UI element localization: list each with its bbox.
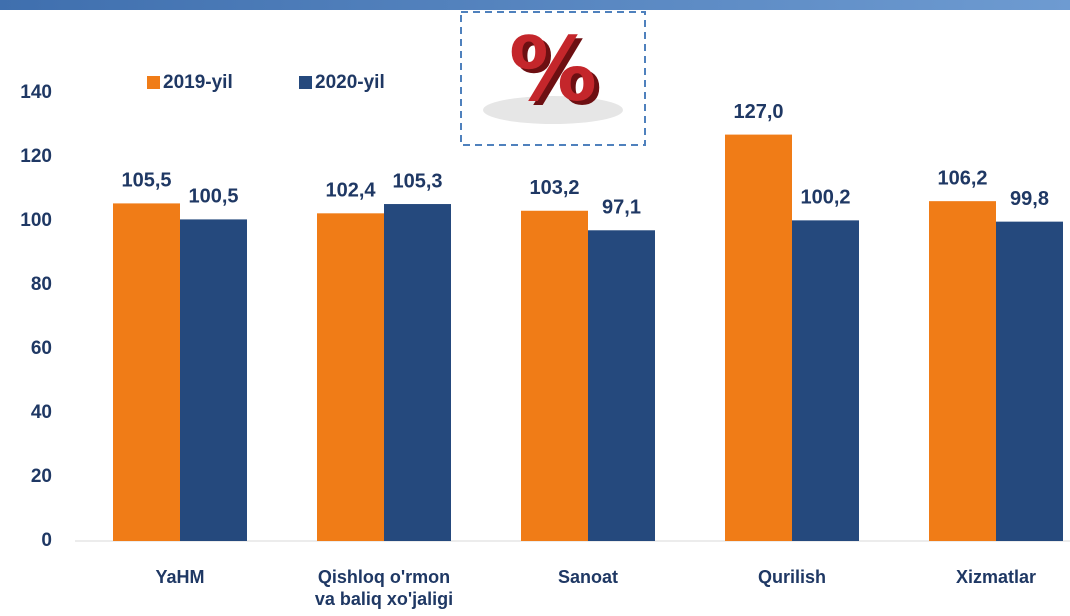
- bar: [792, 220, 859, 542]
- x-tick-label: YaHM: [155, 567, 205, 587]
- bar: [521, 210, 588, 541]
- value-label: 97,1: [602, 197, 641, 219]
- legend-label: 2019-yil: [163, 72, 233, 93]
- y-tick-label: 60: [31, 338, 52, 359]
- x-tick-label: Xizmatlar: [955, 567, 1037, 587]
- y-tick-label: 140: [20, 82, 52, 103]
- legend-swatch: [147, 76, 160, 89]
- percent-icon: % %: [483, 18, 623, 125]
- bar: [588, 230, 655, 541]
- value-label: 102,4: [325, 180, 376, 202]
- value-label: 99,8: [1010, 188, 1049, 210]
- top-band: [0, 0, 1070, 10]
- bar: [725, 134, 792, 541]
- x-tick-label: Qurilish: [757, 567, 826, 587]
- value-label: 106,2: [937, 167, 987, 189]
- y-tick-label: 120: [20, 146, 52, 167]
- bar: [317, 213, 384, 541]
- icon-frame: [460, 11, 646, 146]
- svg-text:%: %: [509, 18, 597, 121]
- y-tick-label: 20: [31, 466, 52, 487]
- bar: [180, 219, 247, 541]
- value-label: 127,0: [733, 101, 783, 123]
- bar: [113, 203, 180, 541]
- x-tick-label: Qishloq o'rmon va baliq xo'jaligi: [314, 567, 454, 609]
- svg-text:%: %: [514, 22, 602, 125]
- bar: [929, 201, 996, 541]
- y-tick-label: 0: [41, 530, 52, 551]
- y-tick-label: 40: [31, 402, 52, 423]
- value-label: 103,2: [529, 177, 579, 199]
- x-tick-label: Sanoat: [557, 567, 618, 587]
- value-label: 100,5: [188, 186, 238, 208]
- value-label: 105,5: [121, 170, 171, 192]
- y-tick-label: 100: [20, 210, 52, 231]
- legend-swatch: [299, 76, 312, 89]
- y-tick-label: 80: [31, 274, 52, 295]
- value-label: 105,3: [392, 170, 442, 192]
- value-label: 100,2: [800, 187, 850, 209]
- bar: [996, 221, 1063, 541]
- bar: [384, 204, 451, 542]
- legend-label: 2020-yil: [315, 72, 385, 93]
